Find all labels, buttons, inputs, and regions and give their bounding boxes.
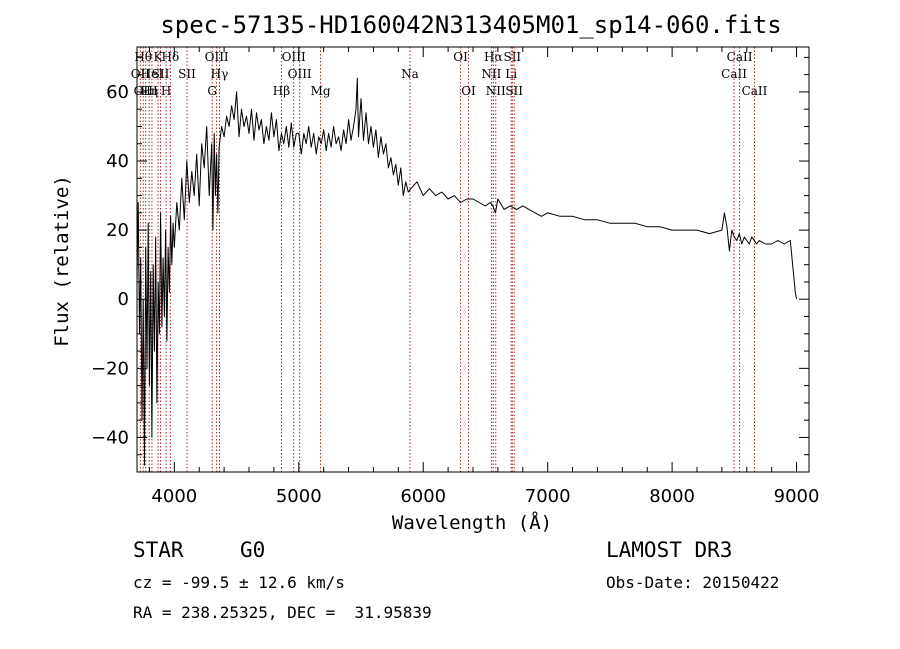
marker-label-CaII: CaII [721,67,747,81]
redshift-cz: cz = -99.5 ± 12.6 km/s [133,573,345,592]
x-tick-label: 8000 [649,486,695,507]
marker-label-Na: Na [401,67,419,81]
marker-label-SII: SII [505,84,523,98]
marker-label-NII: NII [486,84,506,98]
chart-title: spec-57135-HD160042N313405M01_sp14-060.f… [160,11,781,39]
y-tick-label: 0 [118,289,129,310]
y-tick-label: −40 [91,427,129,448]
marker-label-OIII: OIII [282,50,306,64]
y-tick-label: 20 [106,220,129,241]
x-tick-label: 5000 [276,486,322,507]
y-tick-label: 60 [106,82,129,103]
marker-label-OI: OI [453,50,468,64]
y-axis-label: Flux (relative) [51,175,73,347]
marker-label-Li: Li [505,67,517,81]
marker-label-H: H [161,84,171,98]
marker-label-G: G [207,84,217,98]
marker-label-OI: OI [461,84,476,98]
marker-label-Hθ: Hθ [134,50,152,64]
marker-label-SII: SII [152,67,170,81]
x-tick-label: 6000 [400,486,446,507]
y-tick-label: 40 [106,151,129,172]
marker-label-OIII: OIII [134,84,158,98]
line-markers: OIIHθOIIIHηHeIKSIIHHδSIIGOIIIHγHβOIIIOII… [131,47,768,472]
marker-label-K: K [154,50,164,64]
x-tick-label: 7000 [525,486,571,507]
x-tick-label: 9000 [774,486,820,507]
marker-label-CaII: CaII [742,84,768,98]
spectrum-series [136,77,798,466]
marker-label-Hγ: Hγ [211,67,229,81]
marker-label-CaII: CaII [727,50,753,64]
coordinates: RA = 238.25325, DEC = 31.95839 [133,603,432,622]
series-line-spectrum [136,77,798,466]
axes: 4000 5000 6000 7000 8000 9000 −40 −20 0 20 40 60 [91,46,820,507]
x-axis-label: Wavelength (Å) [392,511,552,534]
marker-label-OII: OII [131,67,151,81]
marker-label-SII: SII [178,67,196,81]
marker-label-Hβ: Hβ [273,84,290,98]
survey-name: LAMOST DR3 [606,538,733,562]
marker-label-Mg: Mg [311,84,331,98]
y-tick-label: −20 [91,358,129,379]
marker-label-NII: NII [481,67,501,81]
subclass: G0 [240,538,266,562]
marker-label-OIII: OIII [288,67,312,81]
object-type: STAR [133,538,184,562]
marker-label-SII: SII [503,50,521,64]
x-tick-label: 4000 [151,486,197,507]
marker-label-OIII: OIII [205,50,229,64]
marker-label-Hδ: Hδ [161,50,179,64]
observation-date: Obs-Date: 20150422 [606,573,780,592]
marker-label-Hα: Hα [484,50,503,64]
marker-label-HeI: HeI [141,67,164,81]
marker-label-Hη: Hη [140,84,158,98]
